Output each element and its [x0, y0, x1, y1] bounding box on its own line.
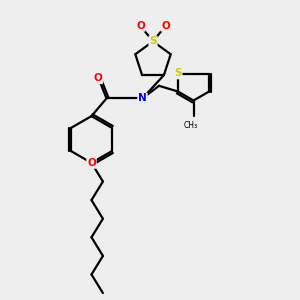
Text: O: O — [136, 21, 145, 31]
Text: O: O — [93, 73, 102, 83]
Text: S: S — [174, 68, 182, 79]
Text: O: O — [87, 158, 96, 168]
Text: CH₃: CH₃ — [184, 121, 198, 130]
Text: N: N — [138, 93, 147, 103]
Text: S: S — [149, 36, 157, 46]
Text: O: O — [161, 21, 170, 31]
